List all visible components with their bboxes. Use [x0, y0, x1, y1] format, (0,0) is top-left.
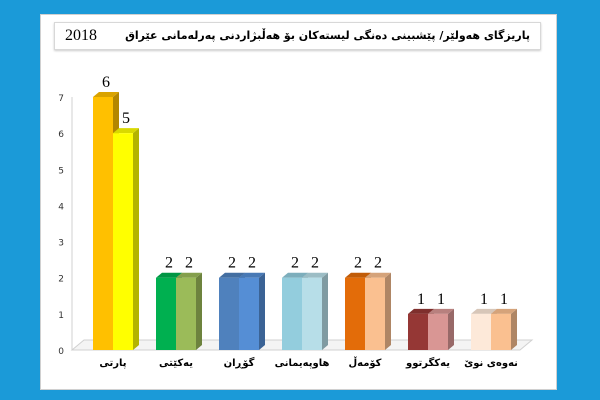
y-tick-label: 5 — [58, 166, 64, 176]
y-tick-label: 3 — [58, 239, 64, 249]
data-label: 1 — [480, 291, 488, 308]
bar — [408, 313, 428, 350]
category-label: گۆڕان — [223, 358, 255, 369]
data-label: 2 — [185, 255, 193, 272]
bar — [176, 277, 196, 350]
bar-side — [133, 128, 139, 350]
data-label: 5 — [122, 110, 130, 127]
bar — [428, 313, 448, 350]
data-label: 1 — [500, 291, 508, 308]
bar-top — [156, 272, 182, 278]
y-tick-label: 2 — [58, 275, 64, 285]
bar-top — [345, 272, 371, 278]
bar — [239, 277, 259, 350]
bar-side — [322, 272, 328, 350]
data-label: 2 — [165, 255, 173, 272]
bar-top — [428, 308, 454, 314]
chart-title: پاریزگای هەولێر/ پێشبینی دەنگی لیستەکان … — [125, 29, 530, 42]
y-tick-label: 1 — [58, 311, 64, 321]
bar — [345, 277, 365, 350]
category-label: یەکێتی — [159, 358, 193, 369]
data-label: 2 — [228, 255, 236, 272]
category-label: نەوەی نوێ — [464, 358, 518, 369]
bar-side — [511, 308, 517, 350]
y-tick-label: 0 — [58, 347, 64, 357]
category-label: پارتی — [99, 358, 127, 369]
bar — [93, 97, 113, 350]
bar-top — [239, 272, 265, 278]
bar-side — [259, 272, 265, 350]
bar-side — [196, 272, 202, 350]
bar-top — [365, 272, 391, 278]
bar — [302, 277, 322, 350]
category-label: یەکگرتوو — [406, 358, 450, 369]
bar — [156, 277, 176, 350]
data-label: 1 — [437, 291, 445, 308]
y-tick-label: 4 — [58, 202, 64, 212]
data-label: 2 — [291, 255, 299, 272]
title-box: 2018 پاریزگای هەولێر/ پێشبینی دەنگی لیست… — [54, 22, 541, 50]
bar-side — [385, 272, 391, 350]
data-label: 1 — [417, 291, 425, 308]
bar-top — [219, 272, 245, 278]
bar — [491, 313, 511, 350]
data-label: 6 — [102, 74, 110, 91]
y-tick-label: 7 — [58, 94, 64, 104]
bar-top — [93, 92, 119, 97]
y-tick-label: 6 — [58, 130, 64, 140]
bar-top — [302, 272, 328, 278]
data-label: 2 — [354, 255, 362, 272]
bar-top — [408, 308, 434, 314]
bar — [219, 277, 239, 350]
bar — [282, 277, 302, 350]
bar-top — [176, 272, 202, 278]
category-label: هاوپەیمانی — [274, 358, 330, 369]
data-label: 2 — [311, 255, 319, 272]
category-label: کۆمەڵ — [348, 358, 382, 369]
data-label: 2 — [374, 255, 382, 272]
bar — [113, 133, 133, 350]
chart-year: 2018 — [65, 27, 97, 44]
bar-top — [282, 272, 308, 278]
bar-top — [491, 308, 517, 314]
bar-top — [471, 308, 497, 314]
bar — [471, 313, 491, 350]
bar-top — [113, 128, 139, 134]
bar — [365, 277, 385, 350]
data-label: 2 — [248, 255, 256, 272]
bar-side — [448, 308, 454, 350]
